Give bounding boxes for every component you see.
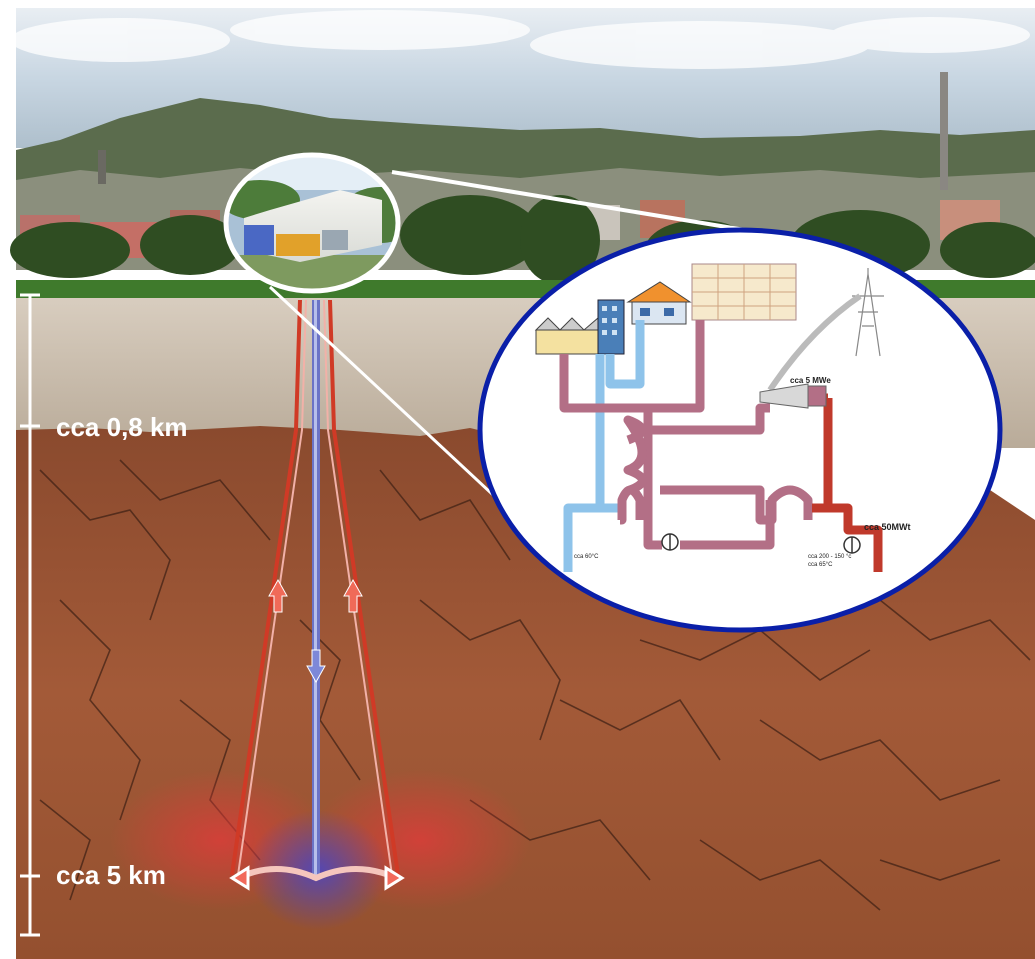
- injection-well: [312, 300, 320, 880]
- chimney: [940, 72, 948, 190]
- production-well-left: [230, 299, 307, 876]
- church-tower: [98, 150, 106, 184]
- cold-return-circuit: [563, 320, 645, 572]
- mid-temperature-circuit: [559, 320, 813, 550]
- outlet-temp-label: cca 65°C: [808, 562, 833, 568]
- clouds: [10, 10, 1030, 69]
- consumer-house-icon: [626, 281, 692, 325]
- heat-output-label: cca 50MWt: [864, 522, 911, 532]
- consumer-factory-icon: [534, 316, 599, 355]
- up-arrow-right-icon: [343, 578, 363, 613]
- pump-right-icon: [843, 536, 861, 554]
- power-pylon-icon: [852, 268, 884, 357]
- fracture-flow-arrows: [229, 865, 405, 891]
- transmission-line: [767, 293, 862, 392]
- supply-temp-label: cca 200 - 150 °c: [808, 554, 851, 560]
- down-arrow-icon: [306, 649, 326, 684]
- return-temp-label: cca 60°C: [574, 554, 599, 560]
- depth-scale: cca 0,8 km cca 5 km: [20, 293, 188, 937]
- zoom-connector-bottom: [268, 285, 522, 522]
- pump-left-icon: [661, 533, 679, 551]
- power-output-label: cca 5 MWe: [790, 376, 831, 385]
- zoom-connector-top: [391, 170, 746, 232]
- depth-label-5km: cca 5 km: [56, 860, 166, 890]
- consumer-tower-block-icon: [597, 299, 625, 355]
- plant-schematic: cca 5 MWe cca 50MWt cca 60°C cca 200 - 1…: [477, 227, 1003, 633]
- up-arrow-left-icon: [268, 578, 288, 613]
- consumer-apartment-icon: [691, 263, 797, 321]
- depth-label-08km: cca 0,8 km: [56, 412, 188, 442]
- turbine-icon: [759, 383, 827, 409]
